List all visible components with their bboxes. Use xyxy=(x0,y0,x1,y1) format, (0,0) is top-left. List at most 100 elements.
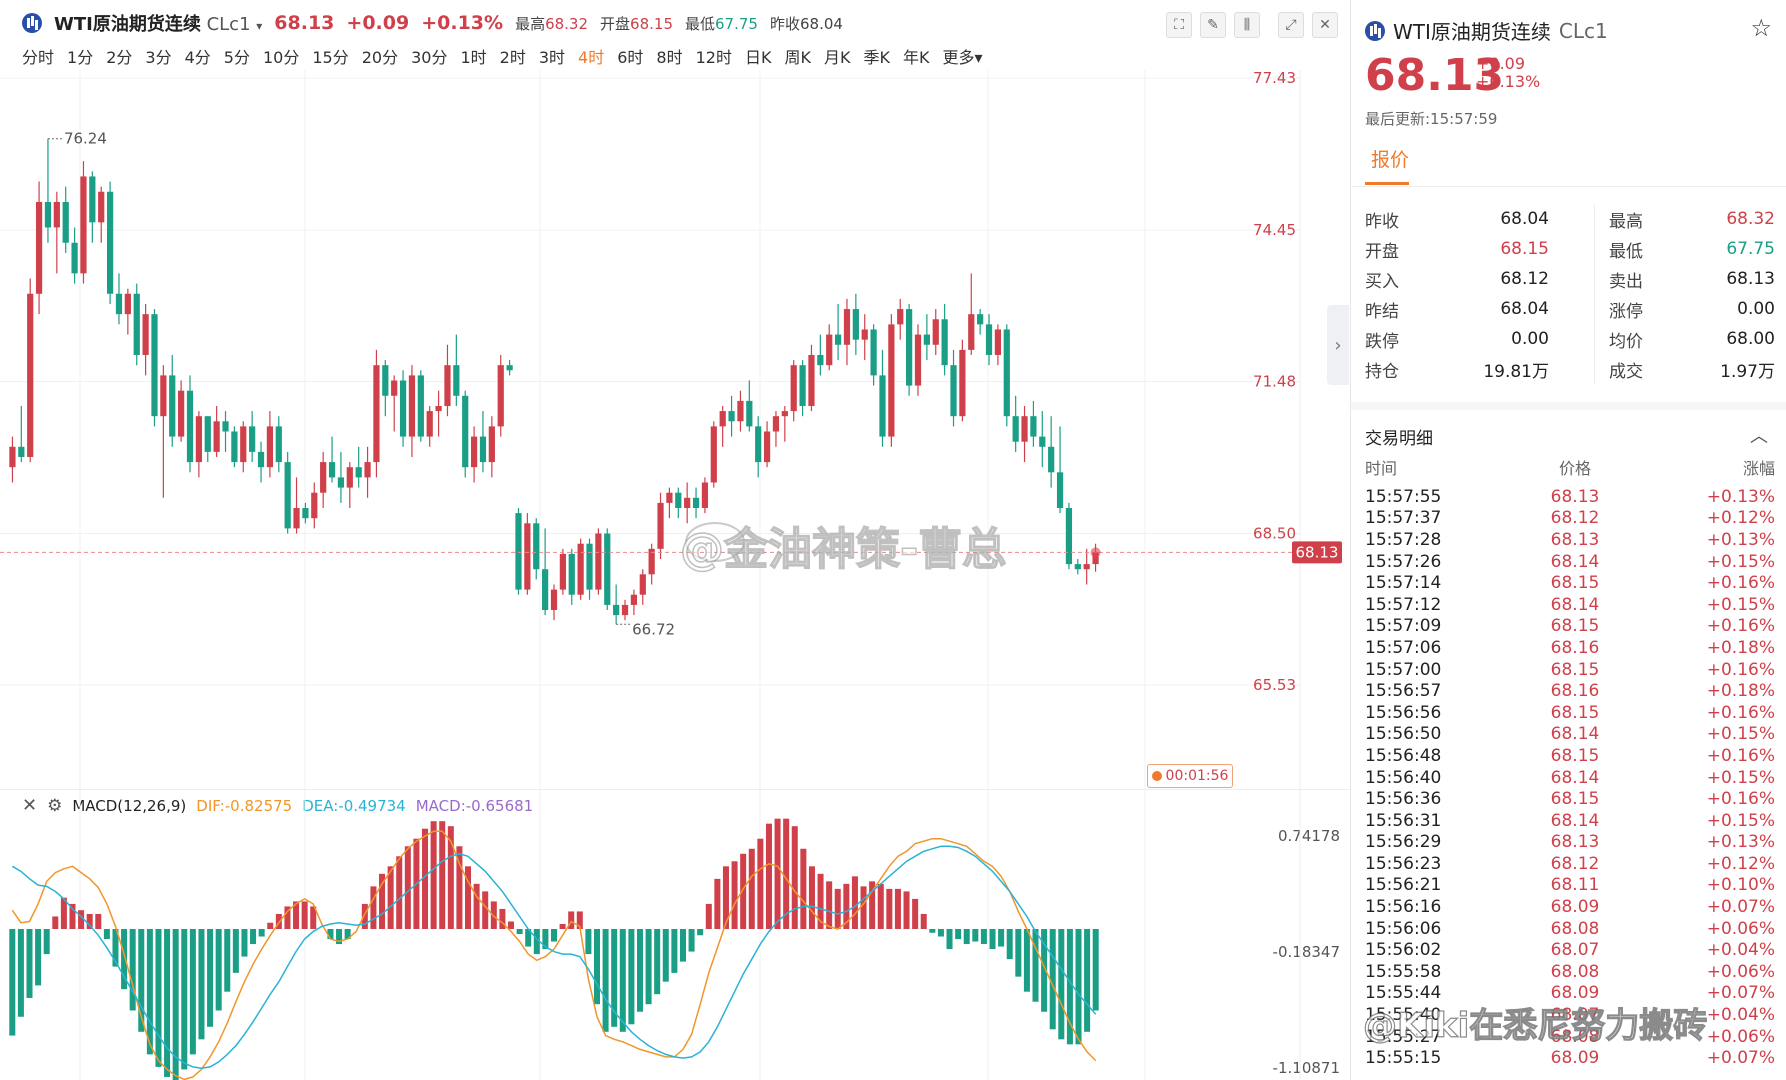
indicator-icon[interactable]: ⛶ xyxy=(1166,12,1192,38)
close-icon[interactable]: ✕ xyxy=(1312,12,1338,38)
macd-bar xyxy=(1032,928,1039,1002)
draw-icon[interactable]: ✎ xyxy=(1200,12,1226,38)
timeframe-17[interactable]: 日K xyxy=(744,48,772,67)
trade-change: +0.06% xyxy=(1706,961,1775,982)
timeframe-20[interactable]: 季K xyxy=(863,48,890,67)
divider xyxy=(1549,294,1595,324)
timeframe-16[interactable]: 12时 xyxy=(695,48,732,67)
macd-bar xyxy=(636,928,643,1012)
macd-bar xyxy=(550,928,558,942)
price-tick: 65.53 xyxy=(1253,676,1296,694)
candle-body xyxy=(160,375,167,417)
timeframe-10[interactable]: 1时 xyxy=(460,48,487,67)
trade-row: 15:55:58 68.08 +0.06% xyxy=(1365,961,1775,983)
candle-body xyxy=(364,462,371,478)
macd-bar xyxy=(576,911,583,929)
timeframe-1[interactable]: 1分 xyxy=(67,48,94,67)
timeframe-8[interactable]: 20分 xyxy=(361,48,399,67)
quote-sidebar: WTI原油期货连续 CLc1 ☆ 68.13 +0.09 +0.13% 最后更新:… xyxy=(1350,0,1786,1080)
macd-bar xyxy=(912,898,919,929)
timeframe-3[interactable]: 3分 xyxy=(145,48,172,67)
quote-value: 19.81万 xyxy=(1483,361,1549,382)
candle-body xyxy=(497,365,504,427)
candle-body xyxy=(222,421,229,432)
trade-price: 68.15 xyxy=(1550,573,1600,594)
collapse-icon[interactable]: › xyxy=(1327,305,1349,385)
candle-body xyxy=(293,508,300,529)
timeframe-5[interactable]: 5分 xyxy=(223,48,250,67)
candle-body xyxy=(142,314,149,355)
timeframe-19[interactable]: 月K xyxy=(823,48,851,67)
chart-header: WTI原油期货连续 CLc1 ▾ 68.13 +0.09 +0.13% 最高68… xyxy=(22,10,843,36)
timeframe-15[interactable]: 8时 xyxy=(656,48,683,67)
trade-change: +0.13% xyxy=(1706,832,1775,853)
macd-chart[interactable]: 0.74178 -0.18347 -1.10871 xyxy=(0,790,1350,1080)
candle-body xyxy=(790,365,797,412)
candle-body xyxy=(550,589,558,611)
trade-time: 15:55:15 xyxy=(1365,1048,1442,1069)
candle-body xyxy=(595,533,602,590)
trade-change: +0.07% xyxy=(1706,1048,1775,1069)
timeframe-22[interactable]: 更多▾ xyxy=(942,48,983,67)
quote-row: 持仓 19.81万 成交 1.97万 xyxy=(1365,354,1775,384)
quote-table: 昨收 68.04 最高 68.32 开盘 68.15 最低 67.75 买入 68.12 卖出 68.… xyxy=(1365,204,1775,384)
trade-row: 15:56:40 68.14 +0.15% xyxy=(1365,767,1775,789)
macd-bar xyxy=(138,928,145,1032)
timeframe-2[interactable]: 2分 xyxy=(106,48,133,67)
trade-time: 15:57:28 xyxy=(1365,529,1442,550)
trade-time: 15:56:36 xyxy=(1365,789,1442,810)
candle-type-icon[interactable]: ⫼ xyxy=(1234,12,1260,38)
candle-body xyxy=(1021,416,1028,442)
candle-body xyxy=(444,365,451,406)
macd-bar xyxy=(499,908,506,929)
quote-value: 68.00 xyxy=(1726,329,1775,349)
timeframe-13[interactable]: 4时 xyxy=(578,48,605,67)
candle-body xyxy=(657,502,664,549)
trade-time: 15:55:58 xyxy=(1365,961,1442,982)
candle-body xyxy=(808,354,815,406)
price-tick: 71.48 xyxy=(1253,373,1296,391)
macd-bar xyxy=(241,928,248,957)
candle-body xyxy=(346,467,353,488)
macd-bar xyxy=(748,848,755,929)
dropdown-icon[interactable]: ▾ xyxy=(256,19,263,33)
tab-quote[interactable]: 报价 xyxy=(1371,149,1410,171)
timeframe-12[interactable]: 3时 xyxy=(538,48,566,67)
trade-row: 15:56:56 68.15 +0.16% xyxy=(1365,702,1775,724)
timeframe-14[interactable]: 6时 xyxy=(617,48,644,67)
trade-row: 15:56:31 68.14 +0.15% xyxy=(1365,810,1775,832)
macd-bar xyxy=(946,928,953,950)
timeframe-18[interactable]: 周K xyxy=(784,48,811,67)
trade-change: +0.07% xyxy=(1706,897,1775,918)
timeframe-4[interactable]: 4分 xyxy=(184,48,211,67)
current-price-tag xyxy=(1292,541,1342,564)
close-icon[interactable]: ✕ xyxy=(22,795,38,816)
macd-bar xyxy=(929,928,936,933)
timeframe-0[interactable]: 分时 xyxy=(22,48,55,67)
settings-icon[interactable]: ⚙ xyxy=(47,795,63,816)
last-price: 68.13 xyxy=(274,12,335,34)
timeframe-21[interactable]: 年K xyxy=(902,48,930,67)
chevron-up-icon[interactable]: ︿ xyxy=(1750,426,1768,447)
timeframe-6[interactable]: 10分 xyxy=(262,48,300,67)
candle-body xyxy=(914,334,922,386)
trade-change: +0.16% xyxy=(1706,659,1775,680)
macd-bar xyxy=(808,866,815,929)
fullscreen-icon[interactable]: ⤢ xyxy=(1278,12,1304,38)
timeframe-9[interactable]: 30分 xyxy=(411,48,448,67)
star-icon[interactable]: ☆ xyxy=(1750,14,1772,42)
timeframe-7[interactable]: 15分 xyxy=(312,48,349,67)
macd-bar xyxy=(17,928,24,1017)
macd-bar xyxy=(834,888,841,929)
macd-bar xyxy=(894,888,901,929)
trades-list[interactable]: 15:57:55 68.13 +0.13% 15:57:37 68.12 +0.12% 15… xyxy=(1365,486,1775,1069)
timeframe-11[interactable]: 2时 xyxy=(499,48,526,67)
countdown-text: 00:01:56 xyxy=(1165,768,1229,784)
trade-price: 68.14 xyxy=(1550,810,1600,831)
macd-bar xyxy=(533,928,540,955)
macd-tick: 0.74178 xyxy=(1278,827,1340,845)
divider xyxy=(1351,186,1786,187)
price-chart[interactable]: 77.43 74.45 71.48 68.50 65.53 68.13 76.24 66.72 xyxy=(0,70,1350,790)
symbol-code[interactable]: CLc1 xyxy=(206,14,251,35)
symbol-name[interactable]: WTI原油期货连续 xyxy=(54,14,201,35)
